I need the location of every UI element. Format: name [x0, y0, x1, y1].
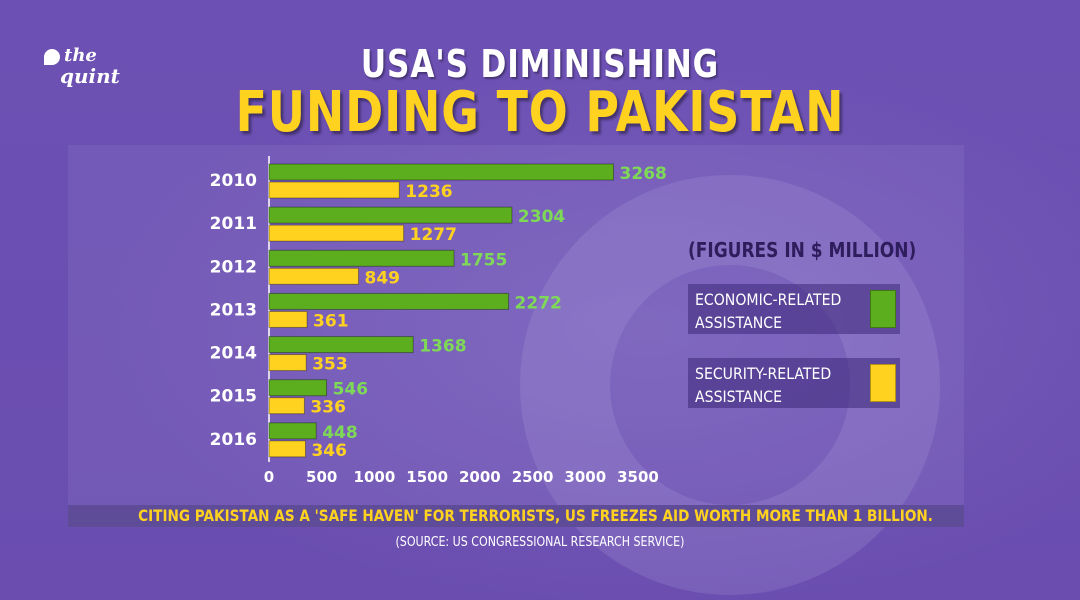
bar-security [268, 354, 307, 372]
data-label: 336 [310, 398, 346, 418]
brand-logo: the quint [44, 46, 120, 86]
title-line-2: FUNDING TO PAKISTAN [235, 80, 845, 145]
brand-line-1: the [64, 45, 97, 66]
data-label: 3268 [620, 164, 667, 184]
data-label: 346 [311, 441, 347, 461]
bar-economic [268, 249, 455, 267]
y-tick-label: 2013 [210, 300, 257, 320]
data-label: 361 [313, 311, 349, 331]
brand-line-2: quint [60, 64, 120, 88]
x-tick-label: 3500 [617, 468, 659, 486]
legend-item-security: SECURITY-RELATED ASSISTANCE [688, 358, 900, 408]
legend-label-security: SECURITY-RELATED ASSISTANCE [695, 364, 832, 406]
bar-security [268, 310, 308, 328]
x-tick-label: 500 [306, 468, 337, 486]
bar-security [268, 224, 405, 242]
bar-economic [268, 336, 414, 354]
data-label: 448 [322, 423, 358, 443]
data-label: 1368 [419, 337, 466, 357]
bar-economic [268, 422, 317, 440]
y-tick-label: 2016 [210, 430, 257, 450]
bar-security [268, 440, 306, 458]
data-label: 1236 [405, 182, 452, 202]
bar-economic [268, 379, 328, 397]
title-line-1: USA'S DIMINISHING [360, 42, 720, 86]
data-label: 2304 [518, 207, 565, 227]
legend-swatch-economic [870, 290, 896, 328]
bar-economic [268, 292, 510, 310]
x-tick-label: 0 [264, 468, 274, 486]
banner-text: CITING PAKISTAN AS A 'SAFE HAVEN' FOR TE… [138, 506, 933, 525]
x-tick-label: 2500 [512, 468, 554, 486]
y-tick-label: 2012 [210, 257, 257, 277]
legend-item-economic: ECONOMIC-RELATED ASSISTANCE [688, 284, 900, 334]
units-note: (FIGURES IN $ MILLION) [688, 238, 917, 262]
legend-swatch-security [870, 364, 896, 402]
quint-logo-icon [44, 48, 60, 65]
data-label: 1755 [460, 250, 507, 270]
x-tick-label: 2000 [459, 468, 501, 486]
source-text: (SOURCE: US CONGRESSIONAL RESEARCH SERVI… [395, 535, 685, 550]
bar-security [268, 181, 400, 199]
bar-economic [268, 163, 615, 181]
bar-security [268, 267, 360, 285]
data-label: 546 [333, 380, 369, 400]
bar-security [268, 397, 305, 415]
data-label: 849 [365, 268, 401, 288]
x-tick-label: 3000 [564, 468, 606, 486]
data-label: 1277 [410, 225, 457, 245]
y-tick-label: 2015 [210, 387, 257, 407]
x-tick-label: 1500 [406, 468, 448, 486]
x-tick-label: 1000 [354, 468, 396, 486]
data-label: 2272 [515, 293, 562, 313]
legend-label-economic: ECONOMIC-RELATED ASSISTANCE [695, 290, 842, 332]
headline-banner: CITING PAKISTAN AS A 'SAFE HAVEN' FOR TE… [68, 505, 964, 527]
bar-economic [268, 206, 513, 224]
source-note: (SOURCE: US CONGRESSIONAL RESEARCH SERVI… [0, 535, 1080, 550]
y-tick-label: 2010 [210, 171, 257, 191]
y-tick-label: 2011 [210, 214, 257, 234]
data-label: 353 [312, 355, 348, 375]
y-tick-label: 2014 [210, 344, 257, 364]
